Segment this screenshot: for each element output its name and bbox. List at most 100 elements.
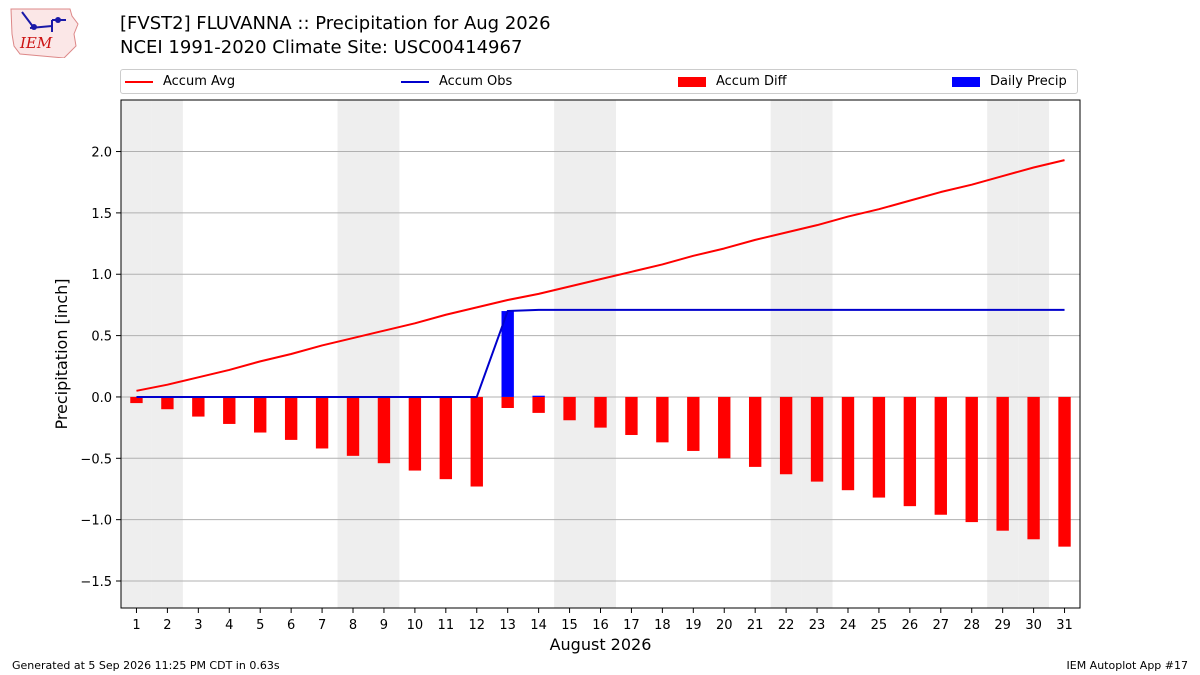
daily-precip-bar bbox=[532, 395, 545, 397]
accum-obs-line bbox=[136, 308, 1065, 398]
chart-title: [FVST2] FLUVANNA :: Precipitation for Au… bbox=[120, 13, 551, 34]
weekend-shade bbox=[987, 100, 1019, 608]
accum-diff-bar bbox=[563, 396, 576, 421]
generated-timestamp: Generated at 5 Sep 2026 11:25 PM CDT in … bbox=[12, 659, 280, 672]
y-tick-label: −1.0 bbox=[80, 514, 112, 529]
x-tick-label: 1 bbox=[132, 618, 140, 633]
x-tick-label: 15 bbox=[561, 618, 578, 633]
accum-diff-bar bbox=[1027, 396, 1040, 540]
accum-diff-bar bbox=[284, 396, 298, 440]
legend-swatch-accum-obs bbox=[401, 80, 429, 83]
accum-diff-bar bbox=[501, 396, 514, 408]
chart-subtitle: NCEI 1991-2020 Climate Site: USC00414967 bbox=[120, 37, 523, 58]
x-tick-label: 9 bbox=[380, 618, 388, 633]
legend-swatch-accum-avg bbox=[125, 80, 153, 83]
chart-legend: Accum Avg Accum Obs Accum Diff Daily Pre… bbox=[120, 69, 1078, 94]
weekend-shade bbox=[121, 100, 152, 608]
accum-diff-bar bbox=[254, 396, 267, 433]
weekend-shade bbox=[368, 100, 400, 608]
accum-diff-bar bbox=[903, 396, 917, 507]
accum-diff-bar bbox=[470, 396, 483, 487]
accum-diff-bar bbox=[965, 396, 978, 523]
weekend-shade bbox=[1018, 100, 1050, 608]
legend-label-accum-diff: Accum Diff bbox=[716, 74, 787, 89]
accum-diff-bar bbox=[439, 396, 453, 480]
accum-diff-bar bbox=[625, 396, 638, 435]
x-tick-label: 13 bbox=[499, 618, 516, 633]
legend-item-daily-precip: Daily Precip bbox=[952, 70, 1067, 93]
accum-diff-bar bbox=[810, 396, 824, 482]
accum-diff-bar bbox=[532, 396, 545, 413]
weekend-shade bbox=[554, 100, 586, 608]
x-tick-label: 10 bbox=[407, 618, 424, 633]
x-tick-label: 20 bbox=[716, 618, 733, 633]
accum-diff-bar bbox=[872, 396, 886, 498]
accum-diff-bar bbox=[130, 396, 143, 404]
x-tick-label: 6 bbox=[287, 618, 295, 633]
accum-diff-bar bbox=[1058, 396, 1071, 547]
x-tick-label: 27 bbox=[933, 618, 950, 633]
daily-precip-bar bbox=[501, 311, 514, 397]
accum-diff-bar bbox=[192, 396, 205, 417]
accum-diff-bar bbox=[315, 396, 329, 449]
x-tick-label: 25 bbox=[871, 618, 888, 633]
legend-item-accum-diff: Accum Diff bbox=[678, 70, 787, 93]
legend-item-accum-obs: Accum Obs bbox=[401, 70, 512, 93]
x-tick-label: 16 bbox=[592, 618, 609, 633]
accum-diff-bar bbox=[934, 396, 947, 515]
y-tick-label: 1.0 bbox=[91, 268, 112, 283]
x-tick-label: 7 bbox=[318, 618, 326, 633]
weekend-shade bbox=[337, 100, 369, 608]
x-tick-label: 31 bbox=[1056, 618, 1073, 633]
y-tick-label: 2.0 bbox=[91, 146, 112, 161]
legend-label-accum-avg: Accum Avg bbox=[163, 74, 236, 89]
x-tick-label: 24 bbox=[840, 618, 857, 633]
accum-diff-bar bbox=[346, 396, 360, 456]
x-tick-label: 19 bbox=[685, 618, 702, 633]
accum-diff-bar bbox=[377, 396, 391, 464]
x-tick-label: 29 bbox=[994, 618, 1011, 633]
x-tick-label: 26 bbox=[902, 618, 919, 633]
accum-diff-bar bbox=[718, 396, 731, 459]
y-tick-label: −1.5 bbox=[80, 575, 112, 590]
accum-diff-bar bbox=[594, 396, 607, 428]
x-tick-label: 4 bbox=[225, 618, 233, 633]
y-tick-label: 0.0 bbox=[91, 391, 112, 406]
accum-diff-bar bbox=[996, 396, 1009, 531]
accum-diff-bar bbox=[841, 396, 855, 491]
x-tick-label: 12 bbox=[468, 618, 485, 633]
x-tick-label: 22 bbox=[778, 618, 795, 633]
weekend-shade bbox=[585, 100, 616, 608]
accum-diff-bar bbox=[748, 396, 762, 467]
plot-frame bbox=[120, 99, 1081, 609]
x-tick-label: 2 bbox=[163, 618, 171, 633]
accum-diff-bar bbox=[223, 396, 236, 424]
x-tick-label: 28 bbox=[963, 618, 980, 633]
vane-hub-icon bbox=[31, 24, 37, 30]
legend-label-accum-obs: Accum Obs bbox=[439, 74, 513, 89]
y-tick-label: 1.5 bbox=[91, 207, 112, 222]
logo-text: IEM bbox=[19, 34, 53, 52]
x-tick-label: 3 bbox=[194, 618, 202, 633]
accum-diff-bar bbox=[408, 396, 422, 471]
weekend-shade bbox=[801, 100, 833, 608]
accum-diff-bar bbox=[687, 396, 700, 451]
cup-icon bbox=[55, 17, 61, 23]
x-tick-label: 18 bbox=[654, 618, 671, 633]
x-tick-label: 11 bbox=[438, 618, 455, 633]
weekend-shade bbox=[151, 100, 183, 608]
accum-diff-bar bbox=[656, 396, 669, 443]
weather-vane-icon bbox=[21, 11, 66, 32]
x-tick-label: 21 bbox=[747, 618, 764, 633]
x-tick-label: 17 bbox=[623, 618, 640, 633]
y-tick-label: −0.5 bbox=[80, 452, 112, 467]
legend-swatch-accum-diff bbox=[678, 76, 706, 87]
legend-swatch-daily-precip bbox=[952, 76, 980, 87]
x-axis-label: August 2026 bbox=[550, 635, 652, 654]
weekend-shade bbox=[770, 100, 802, 608]
y-tick-label: 0.5 bbox=[91, 330, 112, 345]
x-tick-label: 8 bbox=[349, 618, 357, 633]
x-tick-label: 23 bbox=[809, 618, 826, 633]
accum-diff-bar bbox=[161, 396, 174, 410]
